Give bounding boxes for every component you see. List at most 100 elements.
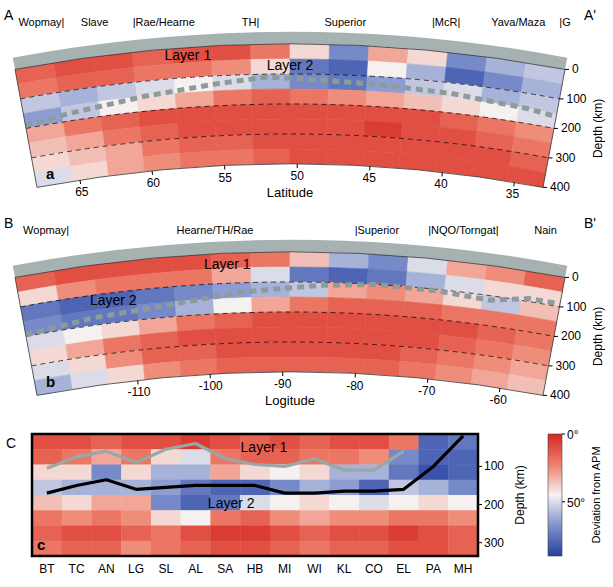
cell	[178, 329, 216, 346]
tick-label: -70	[418, 384, 436, 398]
profile-end: B	[4, 215, 13, 231]
cell	[328, 313, 366, 329]
cell	[252, 89, 290, 105]
cell	[328, 298, 367, 315]
tick-label: EL	[396, 562, 411, 576]
cell	[210, 434, 240, 450]
cell	[329, 541, 359, 556]
cell	[151, 495, 181, 511]
annotation: Layer 2	[90, 292, 137, 308]
tick	[499, 388, 501, 392]
cell	[252, 297, 290, 313]
cell	[173, 61, 213, 79]
cell	[210, 510, 240, 526]
region-label: Nain	[534, 224, 557, 236]
cell	[290, 119, 328, 134]
cell	[210, 480, 240, 496]
cell	[326, 149, 363, 165]
cell	[328, 90, 367, 107]
region-label: TH|	[242, 16, 260, 28]
cell	[435, 157, 473, 176]
cell	[419, 510, 449, 526]
tick-label: SL	[158, 562, 173, 576]
tick-label: 200	[561, 121, 581, 135]
cell	[251, 282, 290, 298]
cell	[32, 434, 62, 450]
cell	[329, 526, 359, 542]
axis-title: Latitude	[267, 185, 313, 200]
cell	[290, 104, 328, 119]
annotation: Layer 1	[241, 439, 288, 455]
cell	[448, 480, 478, 496]
cell	[327, 327, 365, 343]
cell	[419, 526, 449, 542]
tick-label: 0	[572, 270, 579, 284]
cell	[121, 434, 151, 450]
region-label: |Rae/Hearne	[133, 16, 195, 28]
tick-label: 300	[556, 359, 576, 373]
cell	[329, 449, 359, 465]
tick-label: MI	[278, 562, 291, 576]
tick-label: HB	[247, 562, 264, 576]
grid-line	[32, 342, 549, 366]
cell	[365, 314, 404, 331]
cell	[213, 298, 252, 315]
cell	[213, 90, 252, 107]
region-label: Wopmay|	[23, 224, 69, 236]
cell	[252, 312, 290, 327]
frame	[15, 252, 565, 395]
tick-label: CO	[365, 562, 383, 576]
cell	[62, 541, 92, 556]
tick-label: -110	[127, 385, 150, 399]
plot-area	[32, 434, 478, 556]
tick	[565, 277, 569, 278]
cell	[253, 149, 290, 164]
cell	[70, 369, 108, 389]
cell	[448, 465, 478, 481]
cell	[448, 541, 478, 556]
layer-line	[47, 436, 463, 493]
cell	[252, 327, 290, 342]
cell	[290, 342, 327, 357]
cell	[329, 510, 359, 526]
cell	[121, 526, 151, 542]
tick-label: SA	[217, 562, 233, 576]
cell	[364, 121, 402, 138]
grid-line	[26, 104, 554, 128]
cell	[121, 541, 151, 556]
tick	[478, 542, 482, 543]
tick	[560, 306, 564, 307]
colorbar-title: Deviation from APM	[590, 446, 602, 543]
tick	[297, 164, 298, 168]
tick-label: 200	[484, 498, 504, 512]
cell	[448, 526, 478, 542]
cell	[32, 510, 62, 526]
cell	[210, 526, 240, 542]
region-label: |McR|	[432, 16, 460, 28]
cell	[210, 541, 240, 556]
cell	[290, 267, 329, 283]
cell	[270, 541, 300, 556]
cell	[448, 449, 478, 465]
profile-end: A'	[584, 7, 596, 23]
tick-label: 100	[484, 459, 504, 473]
cell	[419, 541, 449, 556]
tick-label: 60	[147, 176, 161, 190]
annotation: Layer 2	[208, 495, 255, 511]
cell	[179, 136, 217, 153]
tick	[560, 98, 564, 99]
tick-label: 65	[75, 185, 89, 199]
cell	[178, 121, 216, 138]
cell	[251, 252, 291, 268]
profile-end: C	[6, 435, 16, 451]
cell	[151, 449, 181, 465]
tick-label: MH	[454, 562, 473, 576]
tick	[210, 374, 211, 378]
plot-area	[15, 252, 565, 395]
tick	[554, 128, 558, 129]
cell	[181, 449, 211, 465]
cell	[62, 495, 92, 511]
cell	[290, 312, 328, 327]
cell	[300, 465, 330, 481]
cell	[389, 434, 419, 450]
